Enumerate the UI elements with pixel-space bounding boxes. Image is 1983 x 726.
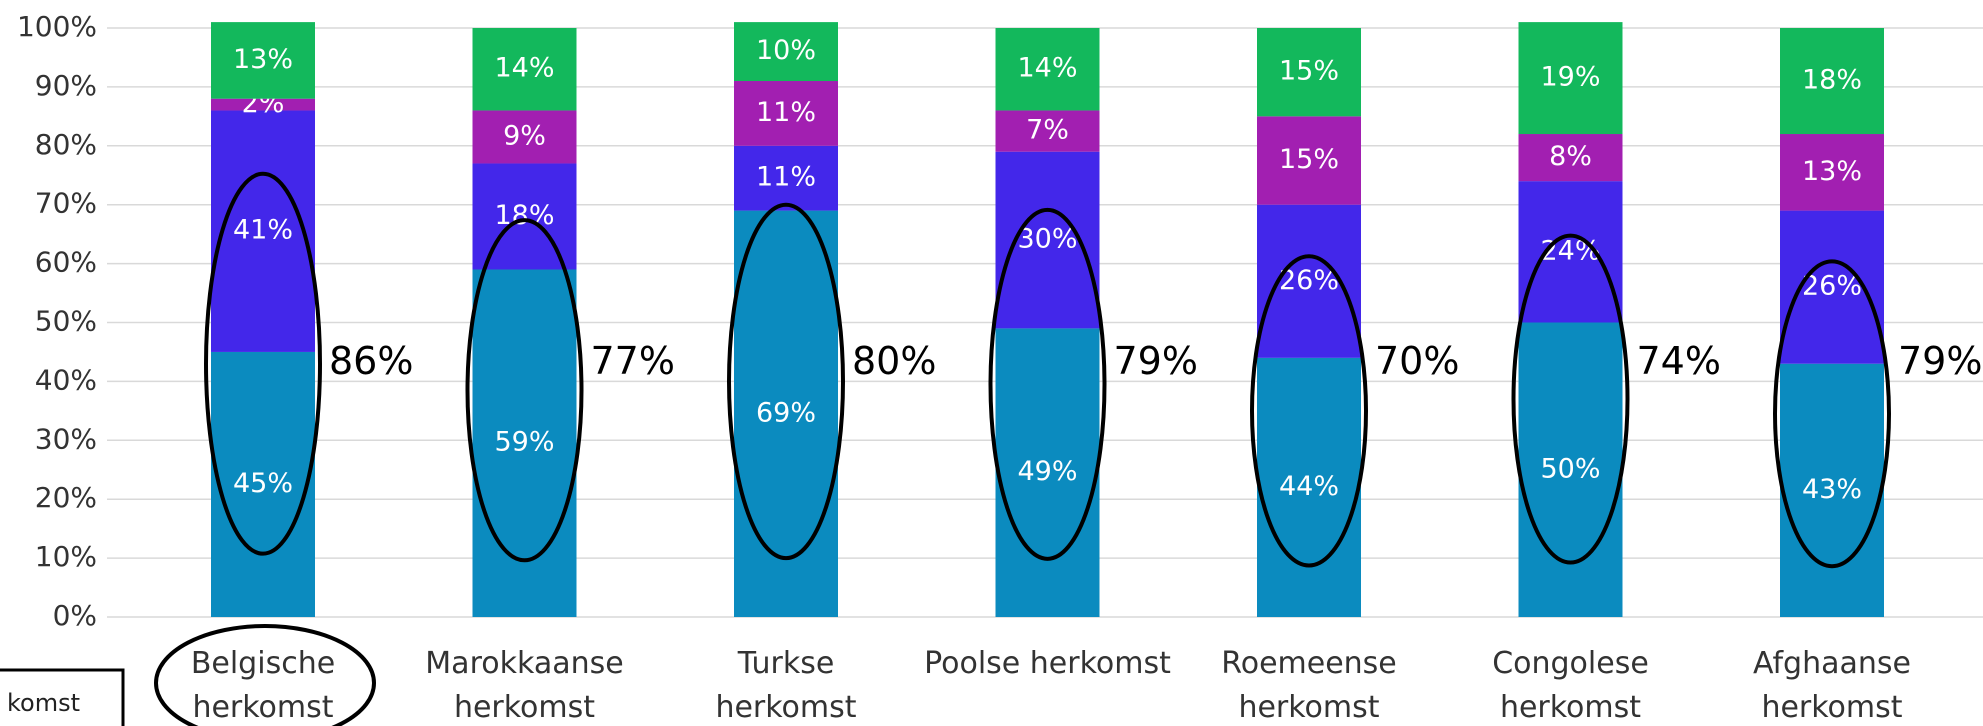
- value-label: 11%: [756, 97, 816, 128]
- value-label: 15%: [1279, 144, 1339, 175]
- bar-segment: [995, 110, 1100, 152]
- x-tick-label: Marokkaanse herkomst: [425, 646, 624, 725]
- value-label: 10%: [756, 35, 816, 66]
- value-label: 7%: [1026, 115, 1069, 146]
- total-label: 74%: [1637, 339, 1721, 383]
- highlight-ellipse: [204, 171, 322, 556]
- bar-segment: [995, 328, 1100, 617]
- bar-segment: [1257, 116, 1361, 205]
- value-label: 15%: [1279, 56, 1339, 87]
- highlight-ellipse: [988, 207, 1107, 561]
- bar-segment: [1518, 322, 1623, 617]
- value-label: 8%: [1549, 141, 1592, 172]
- bar-segment: [1257, 28, 1361, 117]
- bar-segment: [1257, 204, 1361, 358]
- total-label: 80%: [852, 339, 936, 383]
- bar-segment: [472, 28, 577, 111]
- value-label: 59%: [494, 427, 554, 458]
- x-tick-label: Poolse herkomst: [924, 646, 1171, 681]
- value-label: 26%: [1279, 265, 1339, 296]
- y-tick-label: 60%: [35, 246, 97, 279]
- bar-segment: [1257, 357, 1361, 617]
- y-tick-label: 40%: [35, 363, 97, 396]
- legend-box: [0, 668, 125, 726]
- value-label: 14%: [1017, 53, 1077, 84]
- value-label: 11%: [756, 162, 816, 193]
- bar-segment: [995, 28, 1100, 111]
- value-label: 44%: [1279, 471, 1339, 502]
- bar-segment: [734, 145, 838, 211]
- total-label: 70%: [1375, 339, 1459, 383]
- total-label: 79%: [1898, 339, 1982, 383]
- highlight-ellipse: [465, 218, 584, 563]
- highlight-ellipse: [727, 202, 845, 561]
- value-label: 49%: [1017, 456, 1077, 487]
- value-label: 41%: [233, 215, 293, 246]
- y-tick-label: 30%: [35, 422, 97, 455]
- value-label: 45%: [233, 468, 293, 499]
- highlight-ellipse: [154, 624, 376, 726]
- value-label: 9%: [503, 120, 546, 151]
- highlight-ellipse: [1250, 254, 1368, 568]
- bar-segment: [1518, 22, 1623, 135]
- bar-segment: [1518, 134, 1623, 182]
- value-label: 14%: [494, 53, 554, 84]
- y-tick-label: 100%: [17, 10, 97, 43]
- x-tick-label: Turkse herkomst: [715, 646, 857, 725]
- y-tick-label: 0%: [53, 599, 97, 632]
- y-tick-label: 90%: [35, 69, 97, 102]
- value-label: 50%: [1540, 453, 1600, 484]
- y-tick-label: 70%: [35, 187, 97, 220]
- x-tick-label: Afghaanse herkomst: [1753, 646, 1911, 725]
- x-tick-label: Congolese herkomst: [1492, 646, 1649, 725]
- value-label: 13%: [1802, 156, 1862, 187]
- bar-segment: [734, 81, 838, 146]
- value-label: 24%: [1540, 235, 1600, 266]
- total-label: 77%: [591, 339, 675, 383]
- y-tick-label: 20%: [35, 481, 97, 514]
- highlight-ellipse: [1773, 259, 1891, 569]
- value-label: 18%: [494, 200, 554, 231]
- bar-segment: [472, 110, 577, 164]
- legend-text: komst: [7, 689, 80, 717]
- y-tick-label: 10%: [35, 540, 97, 573]
- bar-segment: [1780, 210, 1884, 364]
- value-label: 13%: [233, 44, 293, 75]
- value-label: 18%: [1802, 65, 1862, 96]
- bar-segment: [211, 110, 315, 352]
- total-label: 79%: [1114, 339, 1198, 383]
- x-tick-label: Belgische herkomst: [190, 646, 336, 725]
- bar-segment: [734, 210, 838, 617]
- bar-segment: [1780, 134, 1884, 211]
- bar-segment: [211, 98, 315, 111]
- value-label: 30%: [1017, 224, 1077, 255]
- y-tick-label: 80%: [35, 128, 97, 161]
- value-label: 19%: [1540, 62, 1600, 93]
- y-tick-label: 50%: [35, 305, 97, 338]
- bar-segment: [995, 151, 1100, 329]
- value-label: 69%: [756, 397, 816, 428]
- x-tick-label: Roemeense herkomst: [1221, 646, 1397, 725]
- bar-segment: [1780, 28, 1884, 135]
- bar-segment: [734, 22, 838, 82]
- bar-segment: [211, 351, 315, 617]
- value-label: 26%: [1802, 271, 1862, 302]
- bar-segment: [1780, 363, 1884, 617]
- bar-segment: [211, 22, 315, 99]
- bar-segment: [1518, 181, 1623, 323]
- value-label: 43%: [1802, 474, 1862, 505]
- total-label: 86%: [329, 339, 413, 383]
- highlight-ellipse: [1511, 233, 1630, 565]
